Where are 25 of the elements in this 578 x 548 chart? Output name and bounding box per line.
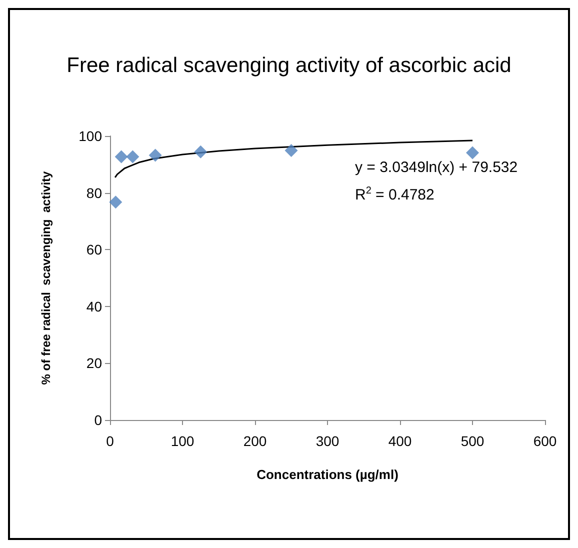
point	[194, 145, 208, 158]
point	[466, 146, 479, 160]
annotation: y = 3.0349ln(x) + 79.532	[355, 159, 518, 176]
chart-title: Free radical scavenging activity of ascorbic acid	[66, 54, 512, 77]
x-tick-label: 0	[106, 433, 114, 449]
y-tick-label: 100	[78, 128, 102, 144]
y-tick-label: 20	[86, 355, 102, 372]
x-tick-label: 500	[460, 433, 484, 449]
y-tick-label: 0	[94, 412, 102, 428]
x-tick-label: 400	[388, 433, 412, 449]
y-axis-title: % of free radical scavenging activity	[39, 170, 53, 385]
y-tick-label: 80	[86, 184, 102, 201]
x-tick-label: 600	[533, 433, 557, 449]
line-series	[114, 140, 474, 178]
x-tick-label: 300	[316, 433, 340, 449]
point	[114, 150, 128, 164]
point	[109, 196, 122, 209]
y-tick-label: 60	[86, 242, 102, 258]
point	[148, 148, 162, 162]
y-tick-label: 40	[86, 298, 102, 314]
x-tick-label: 100	[170, 433, 194, 449]
point	[126, 150, 140, 164]
x-axis-title: Concentrations (µg/ml)	[256, 467, 398, 482]
x-tick-label: 200	[243, 433, 267, 449]
point	[284, 144, 298, 157]
